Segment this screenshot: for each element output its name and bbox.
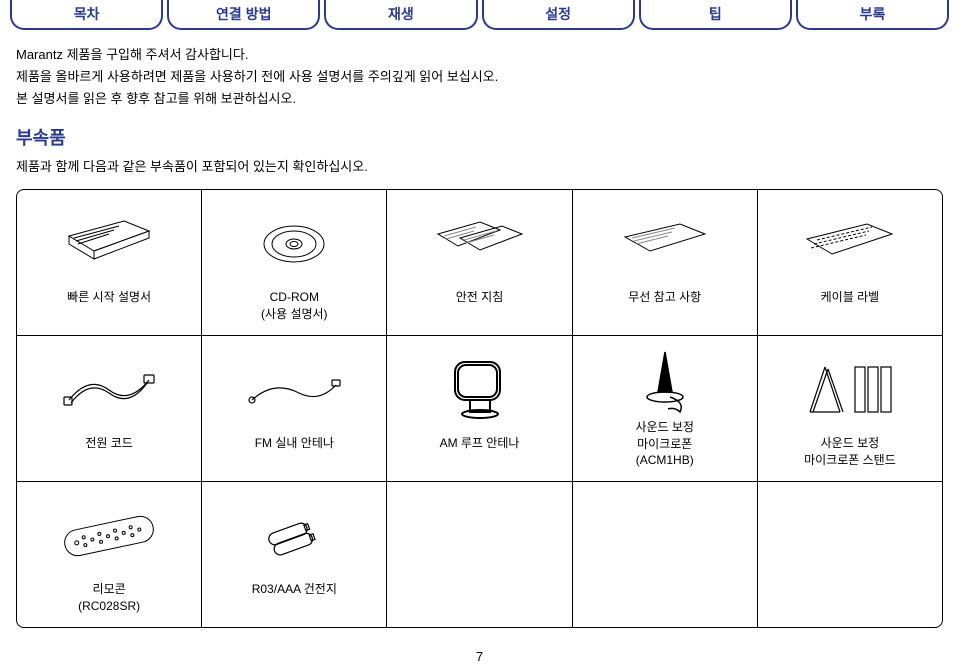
tab-connection[interactable]: 연결 방법 [167, 0, 320, 30]
cell-empty [758, 482, 942, 627]
booklet-icon [21, 198, 197, 289]
cell-label: FM 실내 안테나 [255, 435, 334, 469]
cell-cdrom: CD-ROM (사용 설명서) [202, 190, 387, 335]
page-content: Marantz 제품을 구입해 주셔서 감사합니다. 제품을 올바르게 사용하려… [0, 36, 959, 628]
remote-icon [21, 490, 197, 581]
grid-row: 빠른 시작 설명서 CD-ROM (사용 설명서) 안전 지침 무선 참고 사항 [17, 190, 942, 336]
accessories-grid: 빠른 시작 설명서 CD-ROM (사용 설명서) 안전 지침 무선 참고 사항 [16, 189, 943, 628]
intro-text: Marantz 제품을 구입해 주셔서 감사합니다. 제품을 올바르게 사용하려… [16, 44, 943, 110]
cell-remote: 리모콘 (RC028SR) [17, 482, 202, 627]
cell-mic: 사운드 보정 마이크로폰 (ACM1HB) [573, 336, 758, 481]
cell-batteries: R03/AAA 건전지 [202, 482, 387, 627]
microphone-icon [577, 344, 753, 419]
tab-playback[interactable]: 재생 [324, 0, 477, 30]
power-cord-icon [21, 344, 197, 435]
cell-label: R03/AAA 건전지 [252, 581, 337, 615]
cell-label: CD-ROM (사용 설명서) [261, 289, 328, 323]
cell-label: 빠른 시작 설명서 [67, 289, 151, 323]
papers-icon [391, 198, 567, 289]
cell-empty [573, 482, 758, 627]
grid-row: 전원 코드 FM 실내 안테나 AM 루프 안테나 사운드 보정 마이크로폰 (… [17, 336, 942, 482]
cell-quick-start: 빠른 시작 설명서 [17, 190, 202, 335]
intro-line: 제품을 올바르게 사용하려면 제품을 사용하기 전에 사용 설명서를 주의깊게 … [16, 66, 943, 88]
cd-icon [206, 198, 382, 289]
tab-label: 부록 [860, 4, 886, 24]
cell-fm-antenna: FM 실내 안테나 [202, 336, 387, 481]
sheet-icon [577, 198, 753, 289]
cell-power-cord: 전원 코드 [17, 336, 202, 481]
section-title: 부속품 [16, 124, 943, 150]
cell-label: 안전 지침 [456, 289, 504, 323]
page-number: 7 [0, 649, 959, 664]
cell-label: 케이블 라벨 [821, 289, 880, 323]
fm-antenna-icon [206, 344, 382, 435]
tab-settings[interactable]: 설정 [482, 0, 635, 30]
intro-line: Marantz 제품을 구입해 주셔서 감사합니다. [16, 44, 943, 66]
tab-appendix[interactable]: 부록 [796, 0, 949, 30]
tab-toc[interactable]: 목차 [10, 0, 163, 30]
tab-label: 연결 방법 [216, 4, 271, 24]
cell-label: 사운드 보정 마이크로폰 (ACM1HB) [635, 419, 694, 469]
grid-row: 리모콘 (RC028SR) R03/AAA 건전지 [17, 482, 942, 627]
cell-wireless-note: 무선 참고 사항 [573, 190, 758, 335]
cell-empty [387, 482, 572, 627]
cell-label: 사운드 보정 마이크로폰 스탠드 [804, 435, 896, 469]
tab-label: 목차 [74, 4, 100, 24]
cell-label: 전원 코드 [85, 435, 133, 469]
cell-mic-stand: 사운드 보정 마이크로폰 스탠드 [758, 336, 942, 481]
cell-label: 무선 참고 사항 [628, 289, 701, 323]
label-sheet-icon [762, 198, 938, 289]
mic-stand-icon [762, 344, 938, 435]
tab-label: 팁 [709, 4, 722, 24]
cell-safety: 안전 지침 [387, 190, 572, 335]
intro-line: 본 설명서를 읽은 후 향후 참고를 위해 보관하십시오. [16, 88, 943, 110]
cell-label: AM 루프 안테나 [440, 435, 520, 469]
tab-bar: 목차 연결 방법 재생 설정 팁 부록 [0, 0, 959, 36]
batteries-icon [206, 490, 382, 581]
tab-label: 재생 [388, 4, 414, 24]
section-subtitle: 제품과 함께 다음과 같은 부속품이 포함되어 있는지 확인하십시오. [16, 156, 943, 175]
tab-label: 설정 [545, 4, 571, 24]
tab-tips[interactable]: 팁 [639, 0, 792, 30]
cell-am-antenna: AM 루프 안테나 [387, 336, 572, 481]
cell-label: 리모콘 (RC028SR) [78, 581, 140, 615]
cell-cable-label: 케이블 라벨 [758, 190, 942, 335]
am-loop-icon [391, 344, 567, 435]
